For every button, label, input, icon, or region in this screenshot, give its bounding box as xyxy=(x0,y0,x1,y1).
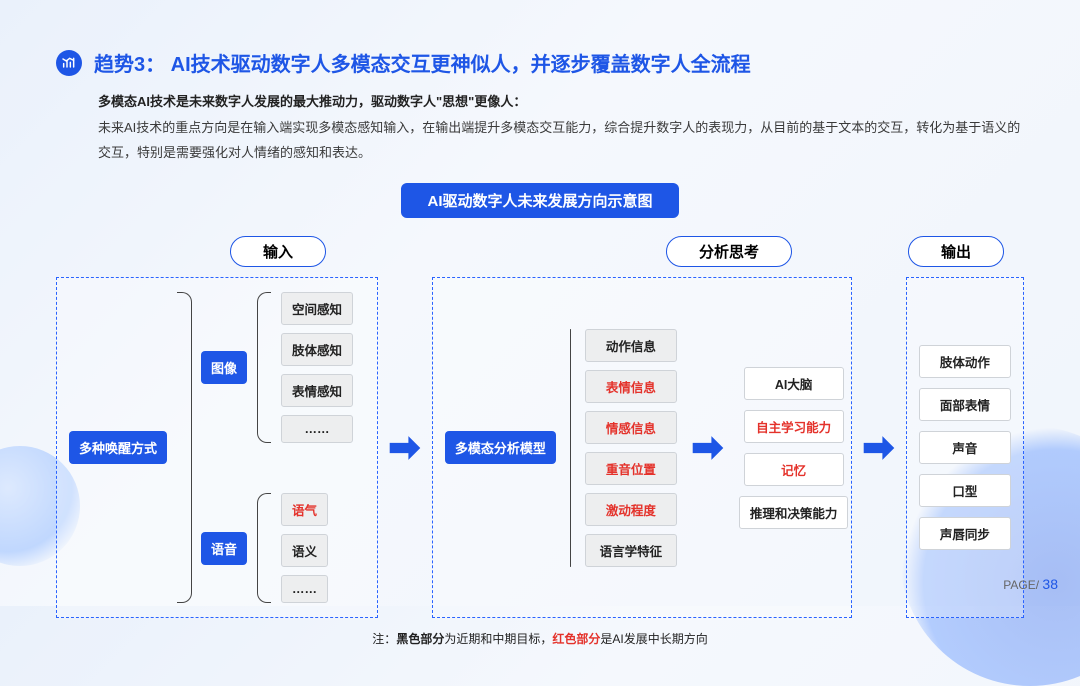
input-voice-items: 语气 语义 …… xyxy=(281,493,328,603)
input-image-items: 空间感知 肢体感知 表情感知 …… xyxy=(281,292,353,443)
footnote: 注：黑色部分为近期和中期目标，红色部分是AI发展中长期方向 xyxy=(56,630,1024,647)
stage-label-think: 分析思考 xyxy=(666,236,792,267)
think-brain: AI大脑 自主学习能力 记忆 推理和决策能力 xyxy=(739,367,849,529)
panel-output: 肢体动作 面部表情 声音 口型 声唇同步 xyxy=(906,277,1024,618)
diagram-title: AI驱动数字人未来发展方向示意图 xyxy=(401,183,678,218)
think-model: 多模态分析模型 xyxy=(445,431,556,464)
chart-icon xyxy=(56,50,82,76)
grey-item: 动作信息 xyxy=(585,329,677,362)
page-number: PAGE/ 38 xyxy=(1003,576,1058,592)
stage-label-output: 输出 xyxy=(908,236,1004,267)
white-item: 声唇同步 xyxy=(919,517,1011,550)
grey-item: 语义 xyxy=(281,534,328,567)
white-item: 肢体动作 xyxy=(919,345,1011,378)
white-item: 推理和决策能力 xyxy=(739,496,849,529)
input-root: 多种唤醒方式 xyxy=(69,431,167,464)
grey-item: 重音位置 xyxy=(585,452,677,485)
white-item: 记忆 xyxy=(744,453,844,486)
input-branch-voice: 语音 xyxy=(201,532,247,565)
subtitle: 多模态AI技术是未来数字人发展的最大推动力，驱动数字人"思想"更像人： xyxy=(98,91,1024,110)
grey-item: …… xyxy=(281,575,328,603)
white-item: 自主学习能力 xyxy=(744,410,844,443)
grey-item: 语气 xyxy=(281,493,328,526)
white-item: AI大脑 xyxy=(744,367,844,400)
grey-item: 语言学特征 xyxy=(585,534,677,567)
body-paragraph: 未来AI技术的重点方向是在输入端实现多模态感知输入，在输出端提升多模态交互能力，… xyxy=(98,116,1024,165)
connector-bracket xyxy=(570,329,571,567)
grey-item: 空间感知 xyxy=(281,292,353,325)
connector-bracket xyxy=(257,493,271,603)
panel-input: 多种唤醒方式 图像 空间感知 肢体感知 表情感知 …… 语音 xyxy=(56,277,378,618)
grey-item: 激动程度 xyxy=(585,493,677,526)
page-title: 趋势3： AI技术驱动数字人多模态交互更神似人，并逐步覆盖数字人全流程 xyxy=(94,48,751,77)
input-branch-image: 图像 xyxy=(201,351,247,384)
connector-bracket xyxy=(257,292,271,443)
white-item: 口型 xyxy=(919,474,1011,507)
grey-item: 情感信息 xyxy=(585,411,677,444)
arrow-icon xyxy=(388,277,422,618)
arrow-icon xyxy=(862,277,896,618)
connector-fork xyxy=(177,292,191,603)
grey-item: …… xyxy=(281,415,353,443)
white-item: 声音 xyxy=(919,431,1011,464)
arrow-icon xyxy=(691,434,725,462)
grey-item: 表情信息 xyxy=(585,370,677,403)
white-item: 面部表情 xyxy=(919,388,1011,421)
grey-item: 肢体感知 xyxy=(281,333,353,366)
panel-think: 多模态分析模型 动作信息 表情信息 情感信息 重音位置 激动程度 语言学特征 A… xyxy=(432,277,852,618)
stage-label-input: 输入 xyxy=(230,236,326,267)
grey-item: 表情感知 xyxy=(281,374,353,407)
think-features: 动作信息 表情信息 情感信息 重音位置 激动程度 语言学特征 xyxy=(585,329,677,567)
